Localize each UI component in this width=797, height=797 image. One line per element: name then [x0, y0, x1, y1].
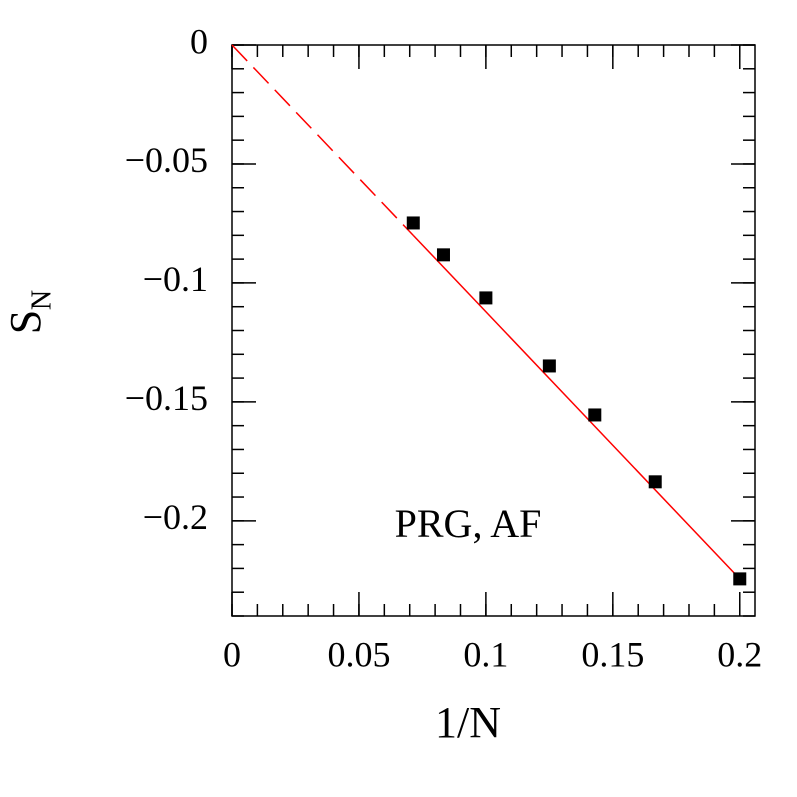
y-tick-label: −0.1	[143, 259, 208, 299]
y-axis-label-group: S N	[1, 290, 57, 334]
fit-line	[412, 234, 741, 580]
point	[436, 248, 450, 262]
point	[588, 408, 602, 422]
y-tick-label: −0.15	[125, 378, 208, 418]
x-tick-label: 0	[223, 634, 241, 674]
point	[542, 359, 556, 373]
x-tick-label: 0.05	[327, 634, 390, 674]
x-tick-label: 0.1	[463, 634, 508, 674]
y-axis-label-subscript: N	[26, 290, 57, 310]
point	[406, 216, 420, 230]
x-tick-label: 0.2	[717, 634, 762, 674]
annotation: PRG, AF	[395, 501, 542, 546]
x-tick-label: 0.15	[581, 634, 644, 674]
x-axis-label: 1/N	[435, 698, 501, 747]
point	[479, 291, 493, 305]
point	[648, 475, 662, 489]
fit-line	[231, 44, 414, 236]
y-tick-label: 0	[190, 21, 208, 61]
plot-frame	[231, 44, 756, 617]
y-tick-label: −0.05	[125, 140, 208, 180]
y-axis-label: S	[1, 310, 50, 334]
y-tick-label: −0.2	[143, 497, 208, 537]
point	[733, 572, 747, 586]
